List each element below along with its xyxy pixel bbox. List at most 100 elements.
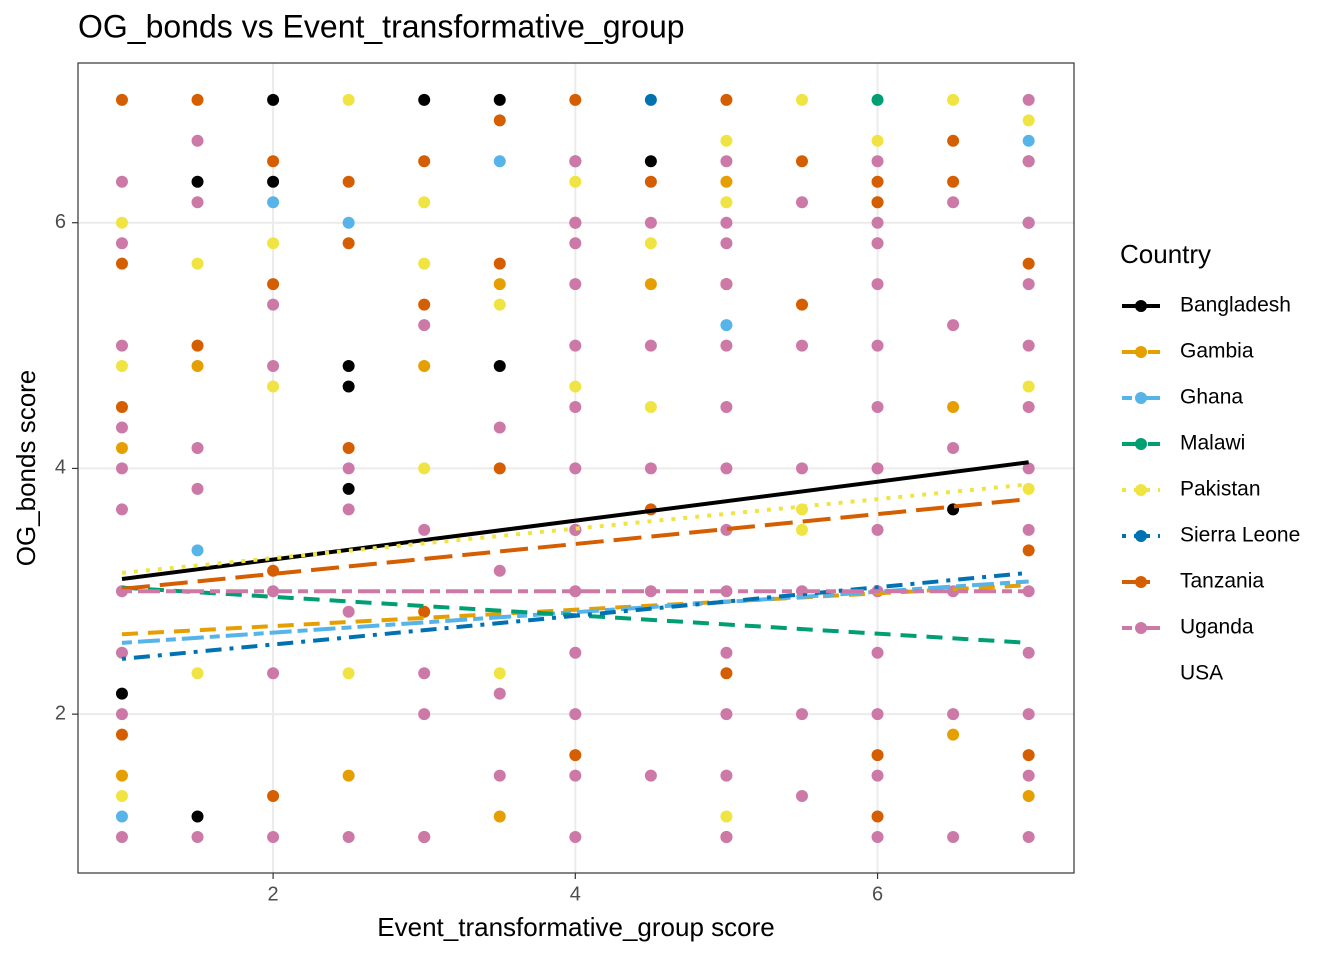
legend-label: Uganda — [1180, 616, 1254, 639]
point — [569, 278, 582, 291]
point — [569, 401, 582, 414]
point — [418, 298, 431, 311]
point — [342, 216, 355, 229]
point — [947, 93, 960, 106]
point — [418, 831, 431, 844]
y-tick-label: 6 — [55, 211, 66, 233]
point — [569, 646, 582, 659]
point — [115, 503, 128, 516]
point — [871, 339, 884, 352]
point — [644, 237, 657, 250]
legend-label: Tanzania — [1180, 570, 1264, 593]
legend-key-point — [1135, 392, 1147, 404]
point — [1022, 278, 1035, 291]
point — [115, 462, 128, 475]
point — [267, 790, 280, 803]
point — [644, 175, 657, 188]
point — [418, 708, 431, 721]
point — [418, 155, 431, 168]
point — [871, 278, 884, 291]
y-tick-label: 4 — [55, 457, 66, 479]
point — [871, 155, 884, 168]
legend-label: Malawi — [1180, 432, 1245, 455]
point — [947, 831, 960, 844]
fit-lines — [121, 460, 1029, 661]
point — [493, 564, 506, 577]
point — [720, 278, 733, 291]
point — [493, 421, 506, 434]
point — [1022, 155, 1035, 168]
point — [342, 503, 355, 516]
point — [191, 134, 204, 147]
legend-key-point — [1135, 622, 1147, 634]
x-axis-label: Event_transformative_group score — [377, 912, 774, 942]
point — [493, 114, 506, 127]
points — [115, 93, 1035, 844]
point — [947, 708, 960, 721]
point — [1022, 523, 1035, 536]
point — [267, 278, 280, 291]
point — [569, 339, 582, 352]
legend-key-point — [1135, 530, 1147, 542]
point — [1022, 462, 1035, 475]
legend-key-point — [1135, 300, 1147, 312]
point — [720, 339, 733, 352]
point — [267, 93, 280, 106]
point — [191, 93, 204, 106]
point — [115, 175, 128, 188]
point — [720, 216, 733, 229]
point — [1022, 790, 1035, 803]
point — [1022, 708, 1035, 721]
point — [493, 278, 506, 291]
point — [267, 360, 280, 373]
point — [720, 708, 733, 721]
point — [191, 544, 204, 557]
point — [644, 278, 657, 291]
point — [493, 462, 506, 475]
point — [720, 134, 733, 147]
point — [644, 339, 657, 352]
point — [1022, 216, 1035, 229]
point — [947, 134, 960, 147]
point — [115, 441, 128, 454]
point — [1022, 646, 1035, 659]
point — [342, 175, 355, 188]
point — [795, 790, 808, 803]
point — [871, 175, 884, 188]
legend-key-point — [1135, 576, 1147, 588]
point — [342, 482, 355, 495]
point — [1022, 544, 1035, 557]
point — [493, 810, 506, 823]
point — [115, 646, 128, 659]
point — [115, 339, 128, 352]
point — [569, 749, 582, 762]
point — [795, 339, 808, 352]
point — [1022, 339, 1035, 352]
point — [115, 421, 128, 434]
point — [871, 523, 884, 536]
legend-label: Pakistan — [1180, 478, 1261, 501]
point — [795, 196, 808, 209]
point — [720, 196, 733, 209]
point — [644, 401, 657, 414]
point — [720, 93, 733, 106]
fit-line — [121, 570, 1029, 661]
point — [115, 257, 128, 270]
point — [795, 155, 808, 168]
point — [871, 749, 884, 762]
point — [115, 810, 128, 823]
point — [720, 810, 733, 823]
y-axis-label: OG_bonds score — [11, 370, 41, 567]
x-tick-label: 6 — [872, 883, 883, 905]
point — [1022, 380, 1035, 393]
point — [720, 175, 733, 188]
point — [1022, 114, 1035, 127]
point — [115, 687, 128, 700]
point — [115, 790, 128, 803]
point — [644, 769, 657, 782]
point — [191, 339, 204, 352]
point — [267, 298, 280, 311]
point — [191, 441, 204, 454]
point — [720, 462, 733, 475]
point — [871, 769, 884, 782]
